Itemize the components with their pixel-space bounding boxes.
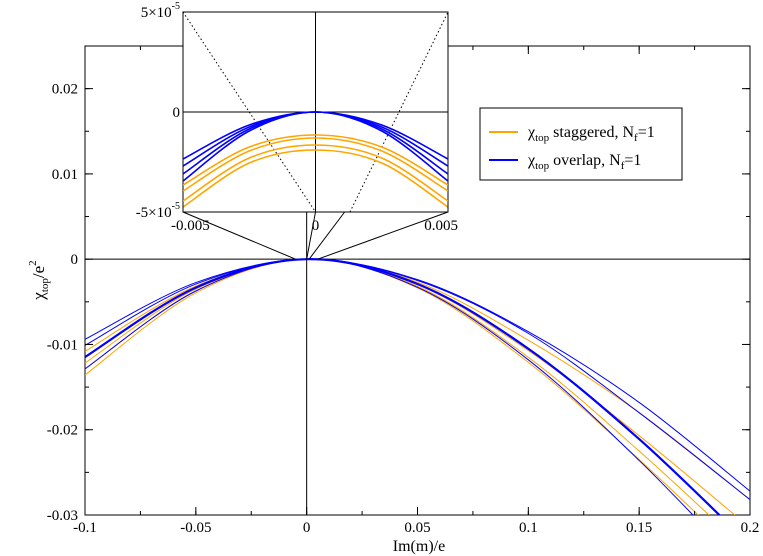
inset-ytick-base-1: 0 <box>173 105 181 121</box>
legend-box <box>479 107 683 181</box>
legend-staggered-text: staggered, N <box>549 124 634 141</box>
inset-ytick-base-0: -5×10 <box>136 205 172 221</box>
legend-overlap-sub: top <box>535 160 550 172</box>
inset-plot: -0.005 0 0.005-5×10-505×10-5 <box>136 1 458 234</box>
y-axis-label-sub: top <box>39 278 51 293</box>
y-axis-label-sup: 2 <box>27 260 39 266</box>
main-xtick-label-0: -0.1 <box>73 520 97 536</box>
inset-ytick-exp-0: -5 <box>172 201 180 212</box>
main-ytick-label-4: 0.01 <box>52 167 78 183</box>
main-series-line-0 <box>85 258 699 515</box>
inset-series-line-2 <box>183 144 448 202</box>
main-xtick-label-6: 0.2 <box>741 520 760 536</box>
main-ytick-label-5: 0.02 <box>52 82 78 98</box>
main-series-line-7 <box>85 258 750 492</box>
inset-ytick-label-1: 0 <box>173 105 181 121</box>
inset-series-line-0 <box>183 134 448 186</box>
legend-staggered-sub: top <box>535 132 550 144</box>
inset-series-group <box>183 111 448 208</box>
inset-xtick-label-2: 0.005 <box>424 218 458 234</box>
inset-dotted-lines <box>183 12 448 212</box>
main-series-line-4 <box>85 258 694 515</box>
zoom-connector-1 <box>306 211 316 260</box>
x-axis-label: Im(m)/e <box>393 538 445 555</box>
legend-staggered-tail: =1 <box>638 124 655 141</box>
inset-dotted-line-1 <box>349 12 448 212</box>
legend-entry-overlap: χtop overlap, Nf=1 <box>527 152 641 172</box>
zoom-connector-3 <box>317 211 449 260</box>
main-series-line-5 <box>85 258 721 515</box>
main-series-line-6 <box>85 258 750 501</box>
inset-xtick-label-0: -0.005 <box>171 218 210 234</box>
legend: χtop staggered, Nf=1 χtop overlap, Nf=1 <box>479 107 683 181</box>
zoom-connector-2 <box>308 211 346 260</box>
legend-overlap-main: χ <box>527 152 536 169</box>
main-ytick-label-3: 0 <box>71 252 79 268</box>
legend-overlap-text: overlap, N <box>549 152 621 169</box>
main-xtick-label-3: 0.05 <box>404 520 430 536</box>
main-ytick-label-2: -0.01 <box>47 337 78 353</box>
inset-series-line-1 <box>183 137 448 192</box>
main-ytick-label-0: -0.03 <box>47 508 78 524</box>
legend-entry-staggered: χtop staggered, Nf=1 <box>527 124 655 144</box>
legend-overlap-sub2: f <box>621 160 625 172</box>
legend-staggered-sub2: f <box>634 132 638 144</box>
inset-series-line-3 <box>183 149 448 208</box>
y-axis-label-main: χ <box>29 292 48 301</box>
main-series-group <box>85 258 750 515</box>
inset-ytick-label-2: 5×10-5 <box>141 1 180 21</box>
inset-xtick-label-1: 0 <box>312 218 320 234</box>
main-xtick-label-4: 0.1 <box>519 520 538 536</box>
inset-series-line-7 <box>183 111 448 182</box>
legend-staggered-main: χ <box>527 124 536 141</box>
main-ytick-label-1: -0.02 <box>47 423 78 439</box>
main-xtick-label-2: 0 <box>303 520 311 536</box>
zoom-connector-0 <box>182 211 296 260</box>
main-xtick-label-5: 0.15 <box>626 520 652 536</box>
zoom-connector-lines <box>182 211 449 260</box>
legend-overlap-tail: =1 <box>624 152 641 169</box>
y-axis-label: χtop/e2 <box>27 260 51 300</box>
inset-ytick-label-0: -5×10-5 <box>136 201 180 221</box>
main-xtick-label-1: -0.05 <box>180 520 211 536</box>
inset-ticks-group: -0.005 0 0.005-5×10-505×10-5 <box>136 1 458 234</box>
inset-ytick-exp-2: -5 <box>172 1 180 12</box>
inset-ytick-base-2: 5×10 <box>141 5 172 21</box>
y-axis-label-tail: /e <box>29 266 48 278</box>
